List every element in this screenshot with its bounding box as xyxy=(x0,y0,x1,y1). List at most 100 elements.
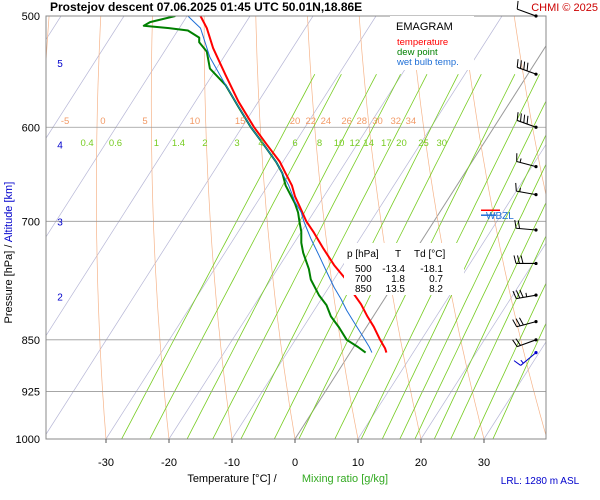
isotherm-line xyxy=(547,16,600,439)
wind-barb-base xyxy=(534,72,538,76)
copyright: CHMI © 2025 xyxy=(531,2,598,14)
table-cell: 850 xyxy=(355,284,372,295)
wind-barb-base xyxy=(534,228,538,232)
isotherm-line xyxy=(105,16,377,439)
wind-barb xyxy=(512,317,538,328)
mixing-ratio-label: 2 xyxy=(202,138,207,149)
y-axis-label-pressure: Pressure [hPa] / xyxy=(3,244,15,324)
table-cell: -18.1 xyxy=(420,264,443,275)
wind-barb-flag xyxy=(517,220,521,229)
wbzl-label: WBZL xyxy=(486,211,514,222)
dry-adiabat-label: 10 xyxy=(190,116,201,127)
temperature-tick-label: 10 xyxy=(352,457,364,469)
mixing-ratio-label: 25 xyxy=(418,138,429,149)
mixing-ratio-label: 6 xyxy=(292,138,297,149)
dry-adiabat-line xyxy=(255,16,296,439)
y-axis-label-altitude: Altitude [km] xyxy=(3,182,15,243)
x-axis-label-temperature: Temperature [°C] / xyxy=(187,473,277,485)
wind-barb-flag xyxy=(526,62,529,71)
plot-area xyxy=(46,16,546,439)
wind-barbs xyxy=(512,0,538,366)
wind-barb-flag xyxy=(520,359,524,364)
wind-barb xyxy=(512,289,538,300)
wind-barb-base xyxy=(534,351,538,355)
wind-barb-flag xyxy=(516,112,519,121)
legend-title: EMAGRAM xyxy=(396,21,453,33)
altitude-tick-label: 5 xyxy=(57,59,63,70)
wind-barb xyxy=(515,182,538,197)
sounding-series xyxy=(142,16,388,354)
dry-adiabat-line xyxy=(513,16,546,197)
wind-barb xyxy=(516,153,538,169)
wind-barb-flag xyxy=(526,115,529,125)
wind-barb-flag xyxy=(523,114,526,123)
dry-adiabat-line xyxy=(96,16,107,439)
wind-barb-base xyxy=(534,320,538,324)
chart-labels: 0.4 0.6 1 1.4 2 3 4 6 8 10 12 14 17 20 25 30-5 0 5 10 15 20 2… xyxy=(61,116,500,216)
wind-barb-flag xyxy=(517,255,520,264)
temperature-tick-label: -30 xyxy=(98,457,114,469)
wind-barb-staff xyxy=(516,160,537,168)
table-header-p: p [hPa] xyxy=(347,249,379,260)
temperature-tick-label: 30 xyxy=(478,457,490,469)
isotherm-line xyxy=(483,341,546,439)
series-line-temperature xyxy=(199,16,388,353)
dry-adiabat-line xyxy=(307,16,359,439)
mixing-ratio-label: 30 xyxy=(437,138,448,149)
temperature-tick-label: -20 xyxy=(161,457,177,469)
wind-barb-flag xyxy=(519,187,521,192)
altitude-tick-label: 2 xyxy=(57,293,63,304)
pressure-tick-label: 1000 xyxy=(16,434,40,446)
temperature-tick-label: 20 xyxy=(415,457,427,469)
wind-barb-base xyxy=(534,338,538,342)
dry-adiabat-line xyxy=(566,16,600,439)
wind-barb-flag xyxy=(513,360,521,366)
wind-barb-staff xyxy=(517,8,537,17)
chart-title: Prostejov descent 07.06.2025 01:45 UTC 5… xyxy=(50,0,362,14)
isotherm-line xyxy=(46,16,188,238)
series-line-wet-bulb-temp xyxy=(187,16,373,353)
mixing-ratio-label: 14 xyxy=(363,138,374,149)
plot-frame xyxy=(45,15,547,440)
wind-barb-flag xyxy=(520,255,524,264)
wind-barb-base xyxy=(534,261,538,266)
wind-barb-flag xyxy=(525,292,528,297)
dry-adiabat-label: 22 xyxy=(305,116,316,127)
wind-barb-flag xyxy=(513,255,517,264)
wind-barb-flag xyxy=(515,290,521,299)
altitude-tick-label: 3 xyxy=(57,217,63,228)
wind-barb-flag xyxy=(516,0,519,10)
wind-barb xyxy=(516,112,538,129)
wind-barb-base xyxy=(534,14,538,18)
isotherm-line xyxy=(294,44,546,439)
mixing-ratio-label: 0.6 xyxy=(109,138,122,149)
wind-barb xyxy=(513,351,538,366)
wind-barb-flag xyxy=(512,319,518,328)
mixing-ratio-label: 1 xyxy=(154,138,159,149)
pressure-tick-label: 925 xyxy=(22,386,40,398)
dry-adiabat-label: 24 xyxy=(321,116,332,127)
wind-barb-flag xyxy=(519,158,522,163)
wind-barb xyxy=(516,0,538,18)
dry-adiabat-label: 15 xyxy=(235,116,246,127)
values-table-bg xyxy=(344,243,464,295)
mixing-ratio-label: 12 xyxy=(350,138,361,149)
table-cell: 0.7 xyxy=(429,274,443,285)
mixing-ratio-label: 3 xyxy=(234,138,239,149)
dry-adiabat-label: 30 xyxy=(372,116,383,127)
wind-barb-base xyxy=(534,293,538,297)
isotherm-line xyxy=(46,16,314,435)
dry-adiabat-line xyxy=(150,16,170,439)
table-cell: 500 xyxy=(355,264,372,275)
pressure-tick-label: 700 xyxy=(22,216,40,228)
isotherm-line xyxy=(46,16,125,139)
dry-adiabat-line xyxy=(462,16,546,437)
pressure-tick-label: 500 xyxy=(22,11,40,23)
wind-barb xyxy=(516,59,538,76)
wind-barb-flag xyxy=(512,339,518,347)
dry-adiabat-label: 32 xyxy=(391,116,402,127)
table-cell: 13.5 xyxy=(386,284,406,295)
